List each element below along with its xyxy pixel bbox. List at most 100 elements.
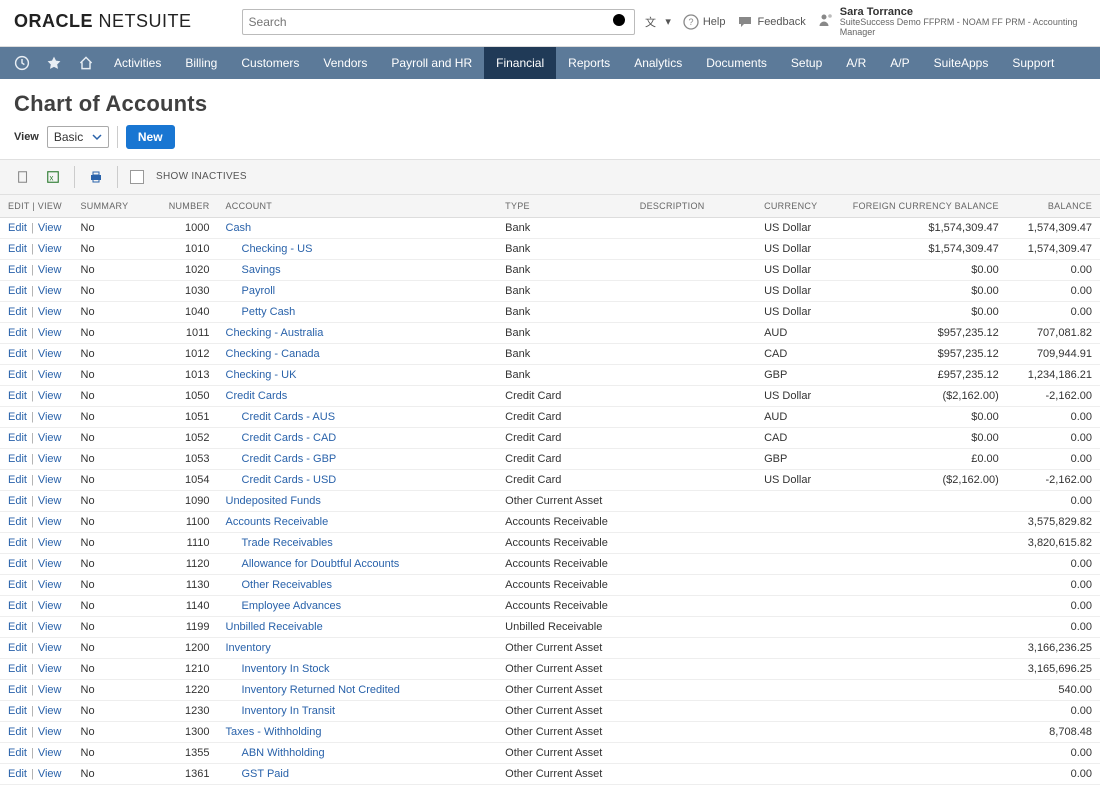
view-link[interactable]: View xyxy=(38,264,62,276)
edit-link[interactable]: Edit xyxy=(8,600,27,612)
account-link[interactable]: Credit Cards - AUS xyxy=(242,411,336,423)
account-link[interactable]: Credit Cards - USD xyxy=(242,474,337,486)
nav-item-analytics[interactable]: Analytics xyxy=(622,47,694,79)
view-link[interactable]: View xyxy=(38,411,62,423)
account-link[interactable]: Cash xyxy=(226,222,252,234)
view-link[interactable]: View xyxy=(38,369,62,381)
account-link[interactable]: Credit Cards xyxy=(226,390,288,402)
account-link[interactable]: Trade Receivables xyxy=(242,537,333,549)
edit-link[interactable]: Edit xyxy=(8,243,27,255)
view-link[interactable]: View xyxy=(38,390,62,402)
edit-link[interactable]: Edit xyxy=(8,264,27,276)
account-link[interactable]: Employee Advances xyxy=(242,600,342,612)
view-select[interactable]: Basic xyxy=(47,126,109,148)
view-link[interactable]: View xyxy=(38,621,62,633)
account-link[interactable]: Inventory In Stock xyxy=(242,663,330,675)
col-desc[interactable]: DESCRIPTION xyxy=(632,195,756,218)
edit-link[interactable]: Edit xyxy=(8,495,27,507)
view-link[interactable]: View xyxy=(38,285,62,297)
view-link[interactable]: View xyxy=(38,243,62,255)
view-link[interactable]: View xyxy=(38,726,62,738)
account-link[interactable]: Inventory Returned Not Credited xyxy=(242,684,400,696)
edit-link[interactable]: Edit xyxy=(8,705,27,717)
edit-link[interactable]: Edit xyxy=(8,453,27,465)
account-link[interactable]: GST Paid xyxy=(242,768,290,780)
view-link[interactable]: View xyxy=(38,348,62,360)
feedback-link[interactable]: Feedback xyxy=(737,14,805,30)
view-link[interactable]: View xyxy=(38,558,62,570)
account-link[interactable]: Unbilled Receivable xyxy=(226,621,323,633)
col-edit[interactable]: EDIT | VIEW xyxy=(0,195,73,218)
edit-link[interactable]: Edit xyxy=(8,432,27,444)
col-summary[interactable]: SUMMARY xyxy=(73,195,146,218)
edit-link[interactable]: Edit xyxy=(8,369,27,381)
nav-item-financial[interactable]: Financial xyxy=(484,47,556,79)
view-link[interactable]: View xyxy=(38,474,62,486)
edit-link[interactable]: Edit xyxy=(8,642,27,654)
star-icon[interactable] xyxy=(38,47,70,79)
language-icon[interactable]: 文▾ xyxy=(645,14,671,30)
recent-icon[interactable] xyxy=(6,47,38,79)
view-link[interactable]: View xyxy=(38,663,62,675)
nav-item-activities[interactable]: Activities xyxy=(102,47,173,79)
edit-link[interactable]: Edit xyxy=(8,411,27,423)
edit-link[interactable]: Edit xyxy=(8,747,27,759)
view-link[interactable]: View xyxy=(38,705,62,717)
view-link[interactable]: View xyxy=(38,747,62,759)
search-icon[interactable] xyxy=(611,12,631,32)
col-bal[interactable]: BALANCE xyxy=(1007,195,1100,218)
nav-item-vendors[interactable]: Vendors xyxy=(311,47,379,79)
edit-link[interactable]: Edit xyxy=(8,222,27,234)
newdoc-icon[interactable] xyxy=(14,168,32,186)
account-link[interactable]: Other Receivables xyxy=(242,579,333,591)
col-type[interactable]: TYPE xyxy=(497,195,632,218)
col-curr[interactable]: CURRENCY xyxy=(756,195,839,218)
view-link[interactable]: View xyxy=(38,453,62,465)
view-link[interactable]: View xyxy=(38,495,62,507)
view-link[interactable]: View xyxy=(38,537,62,549)
home-icon[interactable] xyxy=(70,47,102,79)
account-link[interactable]: Checking - Australia xyxy=(226,327,324,339)
account-link[interactable]: Savings xyxy=(242,264,281,276)
edit-link[interactable]: Edit xyxy=(8,558,27,570)
user-block[interactable]: Sara Torrance SuiteSuccess Demo FFPRM - … xyxy=(818,6,1086,38)
edit-link[interactable]: Edit xyxy=(8,579,27,591)
account-link[interactable]: Checking - US xyxy=(242,243,313,255)
nav-item-customers[interactable]: Customers xyxy=(229,47,311,79)
view-link[interactable]: View xyxy=(38,222,62,234)
edit-link[interactable]: Edit xyxy=(8,768,27,780)
edit-link[interactable]: Edit xyxy=(8,663,27,675)
edit-link[interactable]: Edit xyxy=(8,306,27,318)
nav-item-support[interactable]: Support xyxy=(1000,47,1066,79)
account-link[interactable]: ABN Withholding xyxy=(242,747,325,759)
col-number[interactable]: NUMBER xyxy=(145,195,218,218)
nav-item-documents[interactable]: Documents xyxy=(694,47,779,79)
nav-item-reports[interactable]: Reports xyxy=(556,47,622,79)
nav-item-setup[interactable]: Setup xyxy=(779,47,834,79)
help-link[interactable]: ? Help xyxy=(683,14,726,30)
view-link[interactable]: View xyxy=(38,306,62,318)
print-icon[interactable] xyxy=(87,168,105,186)
edit-link[interactable]: Edit xyxy=(8,474,27,486)
account-link[interactable]: Payroll xyxy=(242,285,276,297)
account-link[interactable]: Credit Cards - CAD xyxy=(242,432,337,444)
view-link[interactable]: View xyxy=(38,642,62,654)
col-fcb[interactable]: FOREIGN CURRENCY BALANCE xyxy=(839,195,1007,218)
edit-link[interactable]: Edit xyxy=(8,285,27,297)
edit-link[interactable]: Edit xyxy=(8,684,27,696)
account-link[interactable]: Undeposited Funds xyxy=(226,495,321,507)
search-input[interactable] xyxy=(242,9,636,35)
nav-item-billing[interactable]: Billing xyxy=(173,47,229,79)
edit-link[interactable]: Edit xyxy=(8,327,27,339)
nav-item-suiteapps[interactable]: SuiteApps xyxy=(922,47,1001,79)
edit-link[interactable]: Edit xyxy=(8,390,27,402)
edit-link[interactable]: Edit xyxy=(8,516,27,528)
view-link[interactable]: View xyxy=(38,579,62,591)
edit-link[interactable]: Edit xyxy=(8,621,27,633)
view-link[interactable]: View xyxy=(38,432,62,444)
account-link[interactable]: Accounts Receivable xyxy=(226,516,329,528)
nav-item-a-r[interactable]: A/R xyxy=(834,47,878,79)
edit-link[interactable]: Edit xyxy=(8,726,27,738)
view-link[interactable]: View xyxy=(38,516,62,528)
nav-item-a-p[interactable]: A/P xyxy=(878,47,921,79)
